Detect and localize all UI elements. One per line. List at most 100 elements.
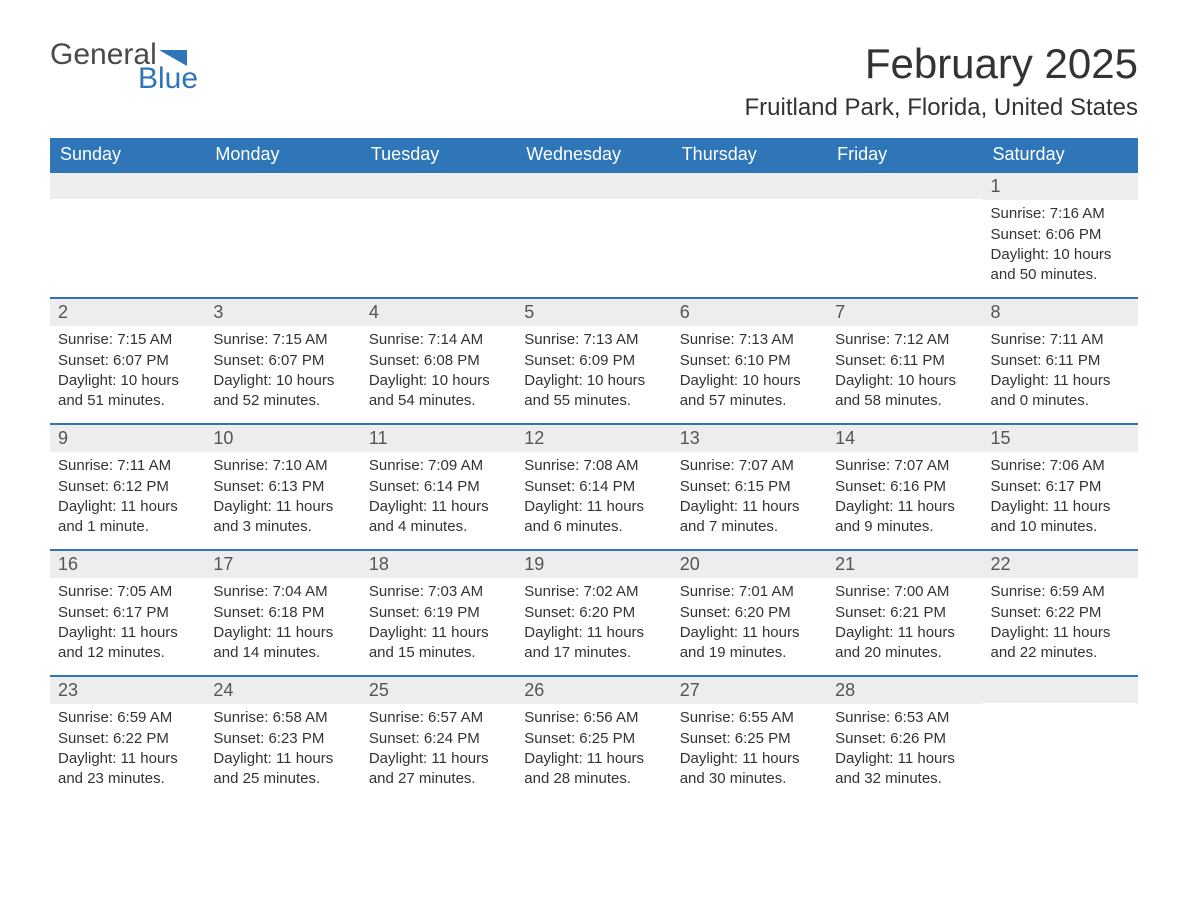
day-sunset: Sunset: 6:20 PM [524, 603, 663, 623]
day-daylight2: and 23 minutes. [58, 769, 197, 789]
weekday-header-row: Sunday Monday Tuesday Wednesday Thursday… [50, 138, 1138, 172]
day-sunrise: Sunrise: 7:16 AM [991, 204, 1130, 224]
day-sunset: Sunset: 6:08 PM [369, 351, 508, 371]
day-cell: 14Sunrise: 7:07 AMSunset: 6:16 PMDayligh… [827, 424, 982, 550]
day-cell: 13Sunrise: 7:07 AMSunset: 6:15 PMDayligh… [672, 424, 827, 550]
day-cell: 5Sunrise: 7:13 AMSunset: 6:09 PMDaylight… [516, 298, 671, 424]
day-number: 14 [827, 425, 982, 452]
day-daylight2: and 32 minutes. [835, 769, 974, 789]
day-daylight2: and 52 minutes. [213, 391, 352, 411]
day-cell: 6Sunrise: 7:13 AMSunset: 6:10 PMDaylight… [672, 298, 827, 424]
day-body: Sunrise: 6:59 AMSunset: 6:22 PMDaylight:… [983, 578, 1138, 669]
month-title: February 2025 [744, 40, 1138, 88]
day-sunset: Sunset: 6:17 PM [58, 603, 197, 623]
day-daylight1: Daylight: 11 hours [835, 497, 974, 517]
week-row: 2Sunrise: 7:15 AMSunset: 6:07 PMDaylight… [50, 298, 1138, 424]
day-daylight2: and 4 minutes. [369, 517, 508, 537]
day-daylight1: Daylight: 11 hours [680, 623, 819, 643]
day-sunset: Sunset: 6:11 PM [991, 351, 1130, 371]
day-sunrise: Sunrise: 7:08 AM [524, 456, 663, 476]
day-number: 8 [983, 299, 1138, 326]
day-number: 22 [983, 551, 1138, 578]
day-cell: 26Sunrise: 6:56 AMSunset: 6:25 PMDayligh… [516, 676, 671, 802]
header: General Blue February 2025 Fruitland Par… [50, 40, 1138, 132]
day-daylight1: Daylight: 11 hours [213, 623, 352, 643]
day-daylight2: and 51 minutes. [58, 391, 197, 411]
day-sunrise: Sunrise: 7:02 AM [524, 582, 663, 602]
week-row: 16Sunrise: 7:05 AMSunset: 6:17 PMDayligh… [50, 550, 1138, 676]
day-number: 2 [50, 299, 205, 326]
day-sunset: Sunset: 6:20 PM [680, 603, 819, 623]
day-cell [361, 172, 516, 298]
day-daylight2: and 19 minutes. [680, 643, 819, 663]
day-body: Sunrise: 7:09 AMSunset: 6:14 PMDaylight:… [361, 452, 516, 543]
day-body: Sunrise: 6:58 AMSunset: 6:23 PMDaylight:… [205, 704, 360, 795]
day-cell: 27Sunrise: 6:55 AMSunset: 6:25 PMDayligh… [672, 676, 827, 802]
day-daylight2: and 7 minutes. [680, 517, 819, 537]
day-cell: 4Sunrise: 7:14 AMSunset: 6:08 PMDaylight… [361, 298, 516, 424]
day-sunrise: Sunrise: 6:53 AM [835, 708, 974, 728]
day-body: Sunrise: 7:04 AMSunset: 6:18 PMDaylight:… [205, 578, 360, 669]
day-cell: 9Sunrise: 7:11 AMSunset: 6:12 PMDaylight… [50, 424, 205, 550]
day-cell: 23Sunrise: 6:59 AMSunset: 6:22 PMDayligh… [50, 676, 205, 802]
day-sunset: Sunset: 6:18 PM [213, 603, 352, 623]
day-cell: 8Sunrise: 7:11 AMSunset: 6:11 PMDaylight… [983, 298, 1138, 424]
day-cell: 22Sunrise: 6:59 AMSunset: 6:22 PMDayligh… [983, 550, 1138, 676]
day-body: Sunrise: 7:03 AMSunset: 6:19 PMDaylight:… [361, 578, 516, 669]
day-daylight2: and 58 minutes. [835, 391, 974, 411]
title-block: February 2025 Fruitland Park, Florida, U… [744, 40, 1138, 132]
day-body: Sunrise: 6:57 AMSunset: 6:24 PMDaylight:… [361, 704, 516, 795]
day-sunset: Sunset: 6:12 PM [58, 477, 197, 497]
weekday-header: Sunday [50, 138, 205, 172]
day-number: 5 [516, 299, 671, 326]
day-daylight1: Daylight: 11 hours [991, 623, 1130, 643]
day-cell [516, 172, 671, 298]
day-daylight2: and 15 minutes. [369, 643, 508, 663]
day-cell: 24Sunrise: 6:58 AMSunset: 6:23 PMDayligh… [205, 676, 360, 802]
day-daylight2: and 25 minutes. [213, 769, 352, 789]
day-body: Sunrise: 7:10 AMSunset: 6:13 PMDaylight:… [205, 452, 360, 543]
day-number [983, 677, 1138, 703]
day-daylight2: and 10 minutes. [991, 517, 1130, 537]
day-daylight2: and 3 minutes. [213, 517, 352, 537]
day-cell: 11Sunrise: 7:09 AMSunset: 6:14 PMDayligh… [361, 424, 516, 550]
day-sunrise: Sunrise: 6:58 AM [213, 708, 352, 728]
day-sunrise: Sunrise: 7:15 AM [58, 330, 197, 350]
week-row: 9Sunrise: 7:11 AMSunset: 6:12 PMDaylight… [50, 424, 1138, 550]
weekday-header: Wednesday [516, 138, 671, 172]
day-daylight1: Daylight: 11 hours [58, 623, 197, 643]
day-cell: 15Sunrise: 7:06 AMSunset: 6:17 PMDayligh… [983, 424, 1138, 550]
day-body: Sunrise: 7:13 AMSunset: 6:10 PMDaylight:… [672, 326, 827, 417]
day-daylight1: Daylight: 10 hours [369, 371, 508, 391]
day-body: Sunrise: 7:14 AMSunset: 6:08 PMDaylight:… [361, 326, 516, 417]
day-sunset: Sunset: 6:13 PM [213, 477, 352, 497]
day-sunrise: Sunrise: 7:01 AM [680, 582, 819, 602]
day-sunrise: Sunrise: 7:07 AM [835, 456, 974, 476]
day-sunrise: Sunrise: 7:05 AM [58, 582, 197, 602]
day-sunrise: Sunrise: 7:12 AM [835, 330, 974, 350]
weekday-header: Tuesday [361, 138, 516, 172]
day-daylight2: and 30 minutes. [680, 769, 819, 789]
day-sunset: Sunset: 6:14 PM [369, 477, 508, 497]
day-sunset: Sunset: 6:17 PM [991, 477, 1130, 497]
day-cell: 18Sunrise: 7:03 AMSunset: 6:19 PMDayligh… [361, 550, 516, 676]
day-sunset: Sunset: 6:14 PM [524, 477, 663, 497]
day-daylight2: and 50 minutes. [991, 265, 1130, 285]
day-sunrise: Sunrise: 6:59 AM [58, 708, 197, 728]
day-daylight2: and 12 minutes. [58, 643, 197, 663]
day-cell: 2Sunrise: 7:15 AMSunset: 6:07 PMDaylight… [50, 298, 205, 424]
day-daylight1: Daylight: 11 hours [680, 749, 819, 769]
day-number: 3 [205, 299, 360, 326]
day-daylight2: and 14 minutes. [213, 643, 352, 663]
calendar-table: Sunday Monday Tuesday Wednesday Thursday… [50, 138, 1138, 802]
day-number [361, 173, 516, 199]
day-body: Sunrise: 7:11 AMSunset: 6:11 PMDaylight:… [983, 326, 1138, 417]
brand-text-blue: Blue [138, 64, 198, 94]
day-number: 4 [361, 299, 516, 326]
day-number: 10 [205, 425, 360, 452]
day-sunrise: Sunrise: 7:09 AM [369, 456, 508, 476]
day-number: 1 [983, 173, 1138, 200]
day-daylight1: Daylight: 10 hours [524, 371, 663, 391]
day-sunrise: Sunrise: 7:11 AM [991, 330, 1130, 350]
day-cell [50, 172, 205, 298]
